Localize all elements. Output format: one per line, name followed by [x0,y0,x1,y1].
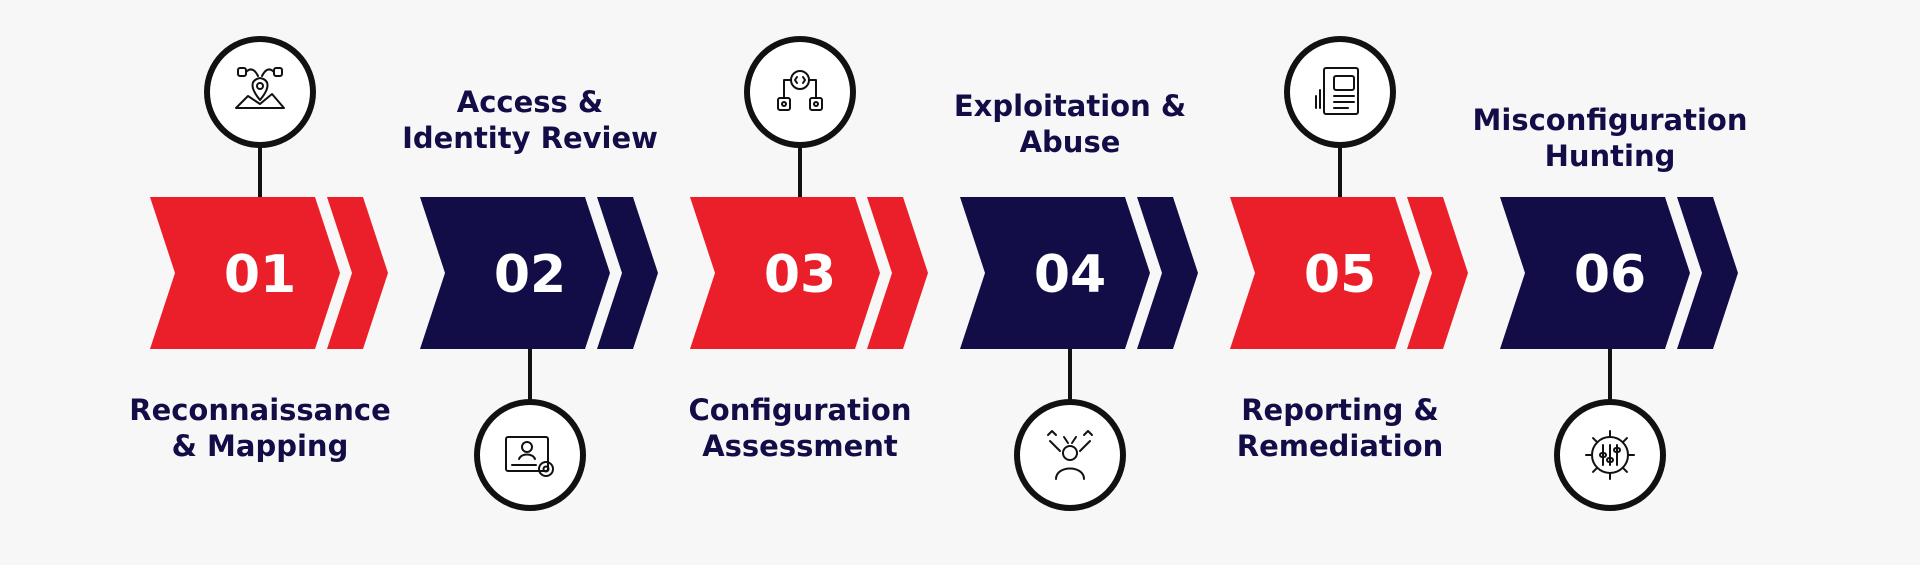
step-04-title: Exploitation & Abuse [954,88,1186,160]
step-06-chevron [1500,197,1690,349]
step-05-title-line-2: Remediation [1236,429,1444,463]
step-06-chevron-tail [1677,197,1738,349]
step-05-number: 05 [1304,245,1376,305]
code-gear-network-icon [777,70,823,111]
step-05-icon-circle [1284,36,1396,148]
step-04-title-line-2: Abuse [1019,125,1121,159]
step-01-title-line-1: Reconnaissance [129,393,391,427]
step-01-chevron [150,197,340,349]
step-06-number: 06 [1574,245,1646,305]
map-location-icon [235,67,285,109]
step-04-chevron [960,197,1150,349]
step-04-number: 04 [1034,245,1106,305]
step-02-title: Access & Identity Review [402,84,658,156]
step-03-icon-circle [744,36,856,148]
step-01-chevron-tail [327,197,388,349]
step-02-number: 02 [494,245,566,305]
step-05-chevron-tail [1407,197,1468,349]
stressed-person-icon [1047,430,1093,480]
step-01-number: 01 [224,245,296,305]
step-06-title-line-1: Misconfiguration [1472,103,1748,137]
step-05-title: Reporting & Remediation [1237,392,1444,464]
step-03-title-line-1: Configuration [688,393,912,427]
step-05-chevron [1230,197,1420,349]
gear-sliders-icon [1585,430,1635,480]
step-06-title: Misconfiguration Hunting [1473,102,1748,174]
step-06-title-line-2: Hunting [1544,139,1676,173]
step-03-chevron [690,197,880,349]
step-01-icon-circle [204,36,316,148]
step-01-title: Reconnaissance & Mapping [129,392,391,464]
step-05-title-line-1: Reporting & [1241,393,1439,427]
step-02-title-line-1: Access & [456,85,604,119]
step-04-chevron-tail [1137,197,1198,349]
identity-card-gear-icon [505,436,554,477]
step-03-number: 03 [764,245,836,305]
step-01-title-line-2: & Mapping [171,429,349,463]
step-02-title-line-2: Identity Review [402,121,658,155]
step-02-chevron-tail [597,197,658,349]
step-03-title-line-2: Assessment [702,429,898,463]
step-03-chevron-tail [867,197,928,349]
step-03-title: Configuration Assessment [689,392,912,464]
step-02-chevron [420,197,610,349]
report-document-icon [1315,67,1359,115]
step-04-title-line-1: Exploitation & [953,89,1187,123]
step-04-icon-circle [1014,399,1126,511]
